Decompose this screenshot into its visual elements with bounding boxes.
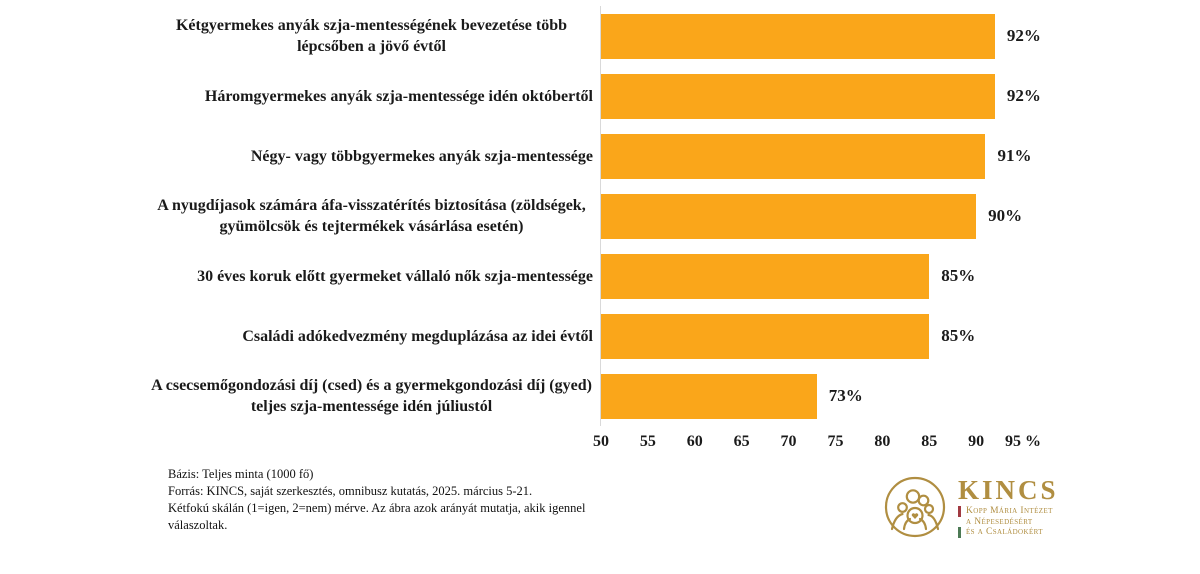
hungarian-flag-bar (958, 506, 961, 538)
x-tick-label: 70 (780, 433, 797, 450)
x-tick-label: 65 (733, 433, 750, 450)
chart-row: Családi adókedvezmény megduplázása az id… (150, 306, 1071, 366)
bar (601, 133, 986, 179)
chart-row: A nyugdíjasok számára áfa-visszatérítés … (150, 186, 1071, 246)
bar-track: 92% (600, 6, 1060, 66)
category-label-cell: A csecsemőgondozási díj (csed) és a gyer… (150, 375, 600, 417)
bar (601, 13, 995, 59)
category-label: Családi adókedvezmény megduplázása az id… (242, 327, 593, 345)
chart-row: Négy- vagy többgyermekes anyák szja-ment… (150, 126, 1071, 186)
x-tick-label: 55 (639, 433, 656, 450)
category-label-cell: 30 éves koruk előtt gyermeket vállaló nő… (150, 266, 600, 287)
x-tick-label: 80 (874, 433, 891, 450)
value-label: 91% (997, 146, 1032, 165)
note-basis: Bázis: Teljes minta (1000 fő) (168, 467, 314, 481)
category-label-cell: Kétgyermekes anyák szja-mentességének be… (150, 15, 600, 57)
kincs-family-icon (884, 476, 946, 538)
value-label: 85% (941, 266, 976, 285)
logo-subline-1: Kopp Mária Intézet (966, 506, 1053, 517)
bar-track: 90% (600, 186, 1060, 246)
category-label-cell: Négy- vagy többgyermekes anyák szja-ment… (150, 146, 600, 167)
category-label-cell: Családi adókedvezmény megduplázása az id… (150, 326, 600, 347)
category-label: A csecsemőgondozási díj (csed) és a gyer… (151, 377, 592, 415)
chart-plot-area: Kétgyermekes anyák szja-mentességének be… (150, 6, 1071, 426)
category-label-cell: Háromgyermekes anyák szja-mentessége idé… (150, 86, 600, 107)
x-tick-label: 75 (827, 433, 844, 450)
x-tick-label: 85 (921, 433, 938, 450)
chart-row: 30 éves koruk előtt gyermeket vállaló nő… (150, 246, 1071, 306)
bar (601, 373, 817, 419)
heart-icon (911, 513, 919, 519)
bar-track: 91% (600, 126, 1060, 186)
value-label: 92% (1006, 26, 1041, 45)
logo-subline-2: a Népesedésért (966, 516, 1033, 527)
category-label-cell: A nyugdíjasok számára áfa-visszatérítés … (150, 195, 600, 237)
chart-row: Kétgyermekes anyák szja-mentességének be… (150, 6, 1071, 66)
bar (601, 193, 977, 239)
bar-track: 92% (600, 66, 1060, 126)
bar (601, 253, 930, 299)
bar (601, 73, 995, 119)
chart-notes: Bázis: Teljes minta (1000 fő) Forrás: KI… (168, 466, 642, 534)
value-label: 90% (988, 206, 1023, 225)
note-method: Kétfokú skálán (1=igen, 2=nem) mérve. Az… (168, 501, 586, 532)
chart-row: Háromgyermekes anyák szja-mentessége idé… (150, 66, 1071, 126)
logo-subline-3: és a Családokért (966, 527, 1043, 538)
bar (601, 313, 930, 359)
x-tick-label: 60 (686, 433, 703, 450)
bar-track: 85% (600, 306, 1060, 366)
bar-chart: Kétgyermekes anyák szja-mentességének be… (150, 6, 1071, 458)
category-label: 30 éves koruk előtt gyermeket vállaló nő… (197, 267, 593, 285)
note-source: Forrás: KINCS, saját szerkesztés, omnibu… (168, 484, 533, 498)
logo-sublines: Kopp Mária Intézet a Népesedésért és a C… (966, 506, 1053, 538)
category-label: Kétgyermekes anyák szja-mentességének be… (175, 17, 567, 55)
category-label: Négy- vagy többgyermekes anyák szja-ment… (250, 147, 593, 165)
value-label: 92% (1006, 86, 1041, 105)
category-label: A nyugdíjasok számára áfa-visszatérítés … (157, 197, 586, 235)
bar-track: 73% (600, 366, 1060, 426)
kincs-logo: KINCS Kopp Mária Intézet a Népesedésért … (882, 474, 1059, 540)
value-label: 73% (828, 386, 863, 405)
x-tick-label: 90 (968, 433, 985, 450)
bar-track: 85% (600, 246, 1060, 306)
x-tick-label: 50 (593, 433, 609, 450)
logo-wordmark: KINCS (958, 475, 1059, 506)
x-tick-label: 95 % (1005, 433, 1041, 450)
value-label: 85% (941, 326, 976, 345)
x-axis: 50 55 60 65 70 75 80 85 90 95 % (593, 426, 1071, 458)
kincs-logo-text: KINCS Kopp Mária Intézet a Népesedésért … (958, 476, 1059, 538)
category-label: Háromgyermekes anyák szja-mentessége idé… (204, 87, 593, 105)
chart-row: A csecsemőgondozási díj (csed) és a gyer… (150, 366, 1071, 426)
